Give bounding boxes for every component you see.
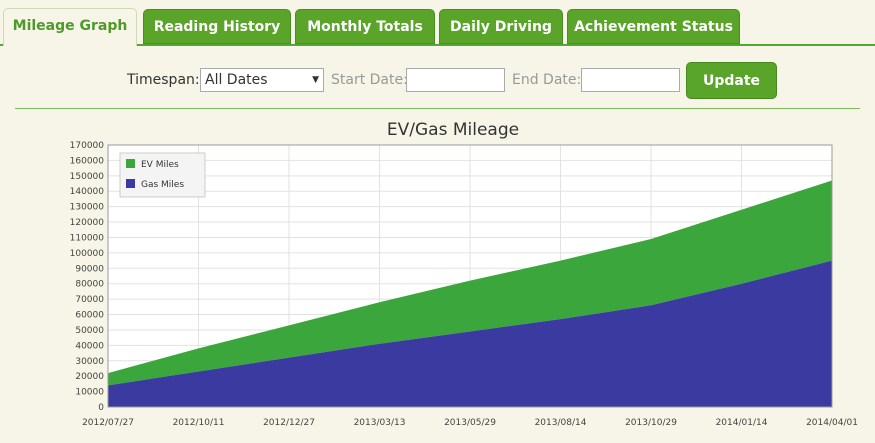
tab-bar: Mileage Graph Reading History Monthly To… (0, 0, 875, 46)
x-tick-label: 2013/08/14 (535, 418, 587, 428)
tab-achievement-status[interactable]: Achievement Status (567, 9, 740, 44)
x-tick-label: 2013/03/13 (354, 418, 406, 428)
y-tick-label: 60000 (75, 311, 104, 321)
x-tick-label: 2014/04/01 (806, 418, 858, 428)
tab-mileage-graph[interactable]: Mileage Graph (3, 8, 137, 46)
mileage-chart: EV/Gas Mileage 0 10000 20000 30000 40000 5000… (70, 120, 858, 428)
legend-label: Gas Miles (141, 180, 184, 190)
legend-label: EV Miles (141, 160, 179, 170)
y-tick-label: 70000 (75, 295, 104, 305)
x-tick-label: 2014/01/14 (716, 418, 768, 428)
y-tick-label: 150000 (70, 172, 105, 182)
x-tick-label: 2012/10/11 (173, 418, 225, 428)
y-tick-label: 120000 (70, 218, 105, 228)
y-tick-label: 40000 (75, 341, 104, 351)
y-tick-label: 90000 (75, 264, 104, 274)
y-tick-label: 10000 (75, 388, 104, 398)
y-tick-label: 80000 (75, 280, 104, 290)
y-axis-ticks: 0 10000 20000 30000 40000 50000 60000 70000 8000… (70, 141, 105, 413)
end-date-label: End Date: (512, 72, 582, 88)
legend-swatch (126, 159, 135, 168)
update-button[interactable]: Update (686, 62, 777, 99)
y-tick-label: 170000 (70, 141, 105, 151)
chart-areas (108, 180, 832, 407)
end-date-input[interactable] (581, 68, 680, 92)
x-tick-label: 2012/07/27 (82, 418, 134, 428)
x-tick-label: 2013/05/29 (444, 418, 496, 428)
y-tick-label: 140000 (70, 187, 105, 197)
legend-swatch (126, 179, 135, 188)
x-tick-label: 2012/12/27 (263, 418, 315, 428)
x-tick-label: 2013/10/29 (625, 418, 677, 428)
timespan-label: Timespan: (127, 72, 200, 88)
divider (15, 108, 860, 109)
y-tick-label: 20000 (75, 372, 104, 382)
timespan-select[interactable]: All Dates ▼ (200, 68, 324, 92)
y-tick-label: 100000 (70, 249, 105, 259)
y-tick-label: 160000 (70, 156, 105, 166)
chart-legend: EV Miles Gas Miles (119, 152, 206, 198)
series-ev-miles-area (108, 180, 832, 386)
y-tick-label: 110000 (70, 233, 105, 243)
start-date-input[interactable] (406, 68, 505, 92)
tab-reading-history[interactable]: Reading History (143, 9, 291, 44)
timespan-value: All Dates (205, 72, 268, 88)
y-tick-label: 50000 (75, 326, 104, 336)
tab-monthly-totals[interactable]: Monthly Totals (295, 9, 435, 44)
chart-title: EV/Gas Mileage (387, 120, 519, 140)
filter-controls: Timespan: All Dates ▼ Start Date: End Da… (0, 63, 875, 99)
series-gas-miles-area (108, 260, 832, 407)
tab-daily-driving[interactable]: Daily Driving (439, 9, 563, 44)
chevron-down-icon: ▼ (312, 75, 319, 85)
y-tick-label: 0 (98, 403, 104, 413)
start-date-label: Start Date: (331, 72, 408, 88)
y-tick-label: 30000 (75, 357, 104, 367)
y-tick-label: 130000 (70, 203, 105, 213)
x-axis-ticks: 2012/07/27 2012/10/11 2012/12/27 2013/03/13… (82, 418, 858, 428)
plot-frame (107, 144, 833, 408)
